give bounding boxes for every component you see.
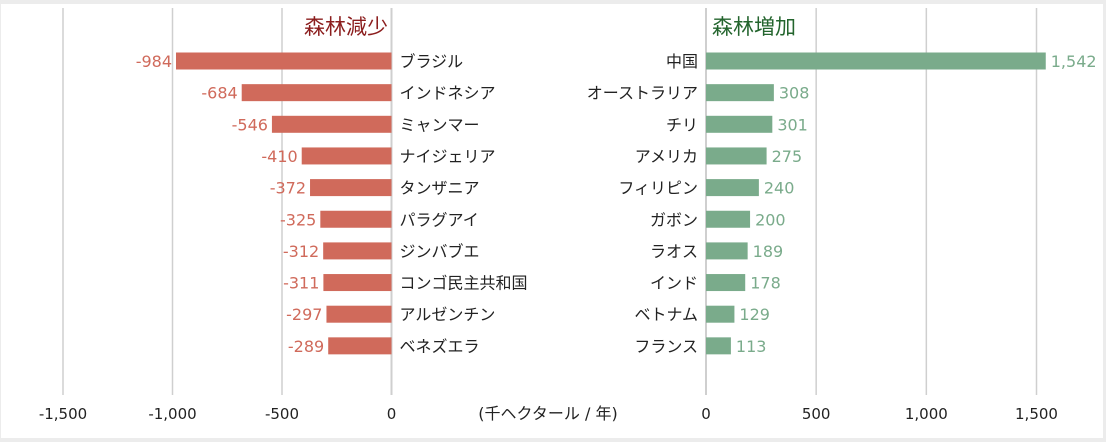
loss-value-label: -684 xyxy=(201,84,237,103)
loss-bar xyxy=(320,210,392,228)
loss-xtick-label: -1,500 xyxy=(39,405,87,423)
loss-bar xyxy=(326,305,392,323)
loss-xtick-label: 0 xyxy=(387,405,397,423)
gain-bar xyxy=(706,242,748,260)
loss-value-label: -297 xyxy=(286,305,322,324)
loss-country-label: アルゼンチン xyxy=(400,305,496,324)
gain-bar xyxy=(706,179,759,197)
loss-country-label: インドネシア xyxy=(400,84,496,103)
chart-panel xyxy=(1,4,1103,438)
gain-value-label: 308 xyxy=(779,84,810,103)
gain-country-label: ガボン xyxy=(650,210,698,229)
gain-bar xyxy=(706,210,751,228)
loss-country-label: ジンバブエ xyxy=(400,242,480,261)
gain-country-label: フィリピン xyxy=(618,179,698,198)
gain-bar xyxy=(706,305,735,323)
unit-label: (千ヘクタール / 年) xyxy=(478,404,617,423)
gain-title: 森林増加 xyxy=(712,15,796,39)
loss-value-label: -312 xyxy=(283,242,319,261)
gain-value-label: 301 xyxy=(777,115,808,134)
loss-value-label: -311 xyxy=(283,274,319,293)
gain-value-label: 240 xyxy=(764,179,795,198)
gain-value-label: 129 xyxy=(739,305,770,324)
loss-title: 森林減少 xyxy=(304,15,388,39)
gain-country-label: オーストラリア xyxy=(587,84,698,103)
loss-country-label: ナイジェリア xyxy=(400,147,496,166)
loss-value-label: -410 xyxy=(261,147,297,166)
loss-value-label: -325 xyxy=(280,210,316,229)
gain-bar xyxy=(706,84,774,102)
loss-country-label: ベネズエラ xyxy=(400,337,480,356)
gain-value-label: 200 xyxy=(755,210,786,229)
loss-country-label: ブラジル xyxy=(400,52,464,71)
loss-bar xyxy=(301,147,392,165)
gain-country-label: フランス xyxy=(634,337,698,356)
gain-value-label: 275 xyxy=(772,147,803,166)
gain-bar xyxy=(706,337,731,355)
loss-bar xyxy=(323,242,392,260)
gain-bar xyxy=(706,274,746,292)
gain-country-label: チリ xyxy=(666,115,698,134)
gain-bar xyxy=(706,147,767,165)
loss-value-label: -984 xyxy=(136,52,172,71)
gain-country-label: アメリカ xyxy=(635,147,698,166)
gain-value-label: 178 xyxy=(750,274,781,293)
loss-bar xyxy=(176,52,392,70)
loss-xtick-label: -500 xyxy=(265,405,299,423)
loss-value-label: -372 xyxy=(270,179,306,198)
gain-value-label: 189 xyxy=(753,242,784,261)
loss-value-label: -546 xyxy=(232,115,268,134)
gain-value-label: 113 xyxy=(736,337,767,356)
gain-country-label: ラオス xyxy=(650,242,698,261)
loss-country-label: タンザニア xyxy=(400,179,480,198)
loss-value-label: -289 xyxy=(288,337,324,356)
gain-xtick-label: 0 xyxy=(701,405,711,423)
loss-country-label: パラグアイ xyxy=(400,210,479,229)
gain-xtick-label: 1,000 xyxy=(905,405,948,423)
gain-country-label: 中国 xyxy=(666,52,698,71)
loss-country-label: ミャンマー xyxy=(400,115,480,134)
gain-bar xyxy=(706,115,773,133)
gain-value-label: 1,542 xyxy=(1051,52,1097,71)
loss-bar xyxy=(323,274,392,292)
loss-bar xyxy=(271,115,392,133)
gain-country-label: ベトナム xyxy=(634,305,698,324)
gain-bar xyxy=(706,52,1046,70)
loss-country-label: コンゴ民主共和国 xyxy=(400,274,528,293)
loss-bar xyxy=(328,337,392,355)
loss-bar xyxy=(241,84,392,102)
gain-xtick-label: 1,500 xyxy=(1015,405,1058,423)
gain-country-label: インド xyxy=(650,274,698,293)
loss-bar xyxy=(310,179,392,197)
gain-xtick-label: 500 xyxy=(802,405,831,423)
loss-xtick-label: -1,000 xyxy=(148,405,196,423)
